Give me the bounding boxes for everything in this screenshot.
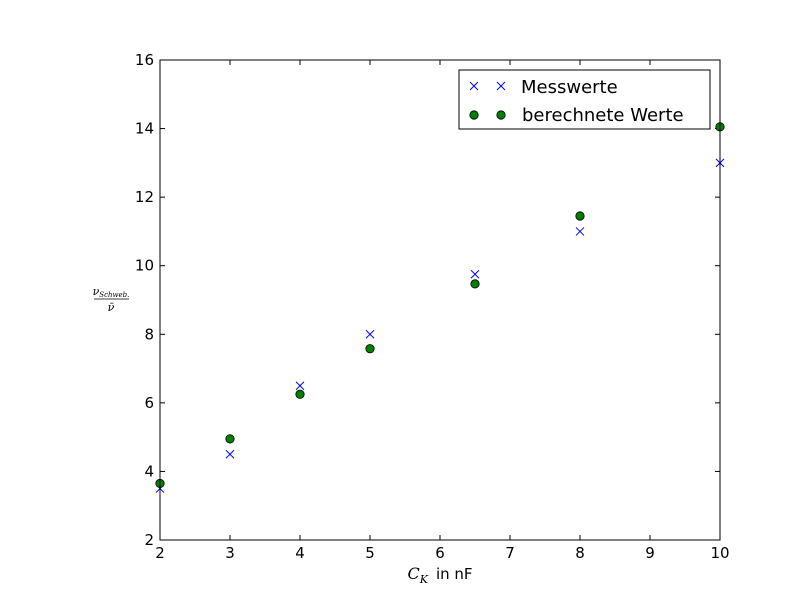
y-label-denominator: ν̄ bbox=[108, 301, 115, 314]
y-axis-label: νSchweb. ν̄ bbox=[93, 285, 130, 314]
data-point-berechnete-werte bbox=[575, 211, 585, 221]
x-tick-label: 3 bbox=[225, 544, 235, 562]
data-point-messwerte bbox=[575, 227, 585, 236]
x-label-text: in nF bbox=[436, 565, 473, 583]
legend-marker-x bbox=[469, 81, 506, 91]
plot-frame bbox=[159, 59, 721, 541]
legend-marker-circle bbox=[469, 110, 506, 120]
y-tick-label: 6 bbox=[144, 394, 154, 412]
legend-entry-berechnete-werte: berechnete Werte bbox=[469, 105, 684, 126]
data-point-berechnete-werte bbox=[225, 434, 235, 444]
x-tick-label: 7 bbox=[505, 544, 515, 562]
svg-text:νSchweb.: νSchweb. bbox=[93, 285, 130, 299]
data-point-messwerte bbox=[225, 449, 235, 459]
y-tick-label: 16 bbox=[135, 51, 154, 69]
legend-label-messwerte: Messwerte bbox=[521, 77, 618, 98]
legend-box bbox=[458, 69, 711, 130]
y-label-numerator: ν bbox=[93, 285, 100, 298]
data-point-messwerte bbox=[295, 381, 305, 391]
x-label-subscript: K bbox=[419, 573, 429, 586]
y-label-numerator-sub: Schweb. bbox=[99, 291, 129, 299]
data-point-berechnete-werte bbox=[295, 389, 305, 399]
x-tick-label: 2 bbox=[155, 544, 165, 562]
data-marks bbox=[155, 122, 725, 493]
data-point-messwerte bbox=[470, 269, 480, 279]
x-tick-label: 9 bbox=[645, 544, 655, 562]
x-axis-label: CK in nF bbox=[407, 564, 472, 586]
legend-label-berechnete-werte: berechnete Werte bbox=[522, 105, 684, 126]
y-tick-label: 10 bbox=[135, 257, 154, 275]
data-point-messwerte bbox=[365, 329, 375, 339]
data-point-berechnete-werte bbox=[365, 344, 375, 354]
legend-entry-messwerte: Messwerte bbox=[469, 77, 618, 98]
x-tick-label: 5 bbox=[365, 544, 375, 562]
y-tick-label: 2 bbox=[144, 531, 154, 549]
x-tick-label: 6 bbox=[435, 544, 445, 562]
plot-area bbox=[160, 60, 720, 540]
y-tick-label: 12 bbox=[135, 188, 154, 206]
x-tick-label: 10 bbox=[710, 544, 729, 562]
y-tick-label: 4 bbox=[144, 462, 154, 480]
x-tick-label: 8 bbox=[575, 544, 585, 562]
legend: Messwerte berechnete Werte bbox=[458, 69, 711, 130]
x-label-symbol: C bbox=[407, 564, 419, 583]
y-tick-label: 14 bbox=[135, 120, 154, 138]
x-tick-label: 4 bbox=[295, 544, 305, 562]
y-tick-label: 8 bbox=[144, 325, 154, 343]
data-point-berechnete-werte bbox=[470, 279, 480, 289]
